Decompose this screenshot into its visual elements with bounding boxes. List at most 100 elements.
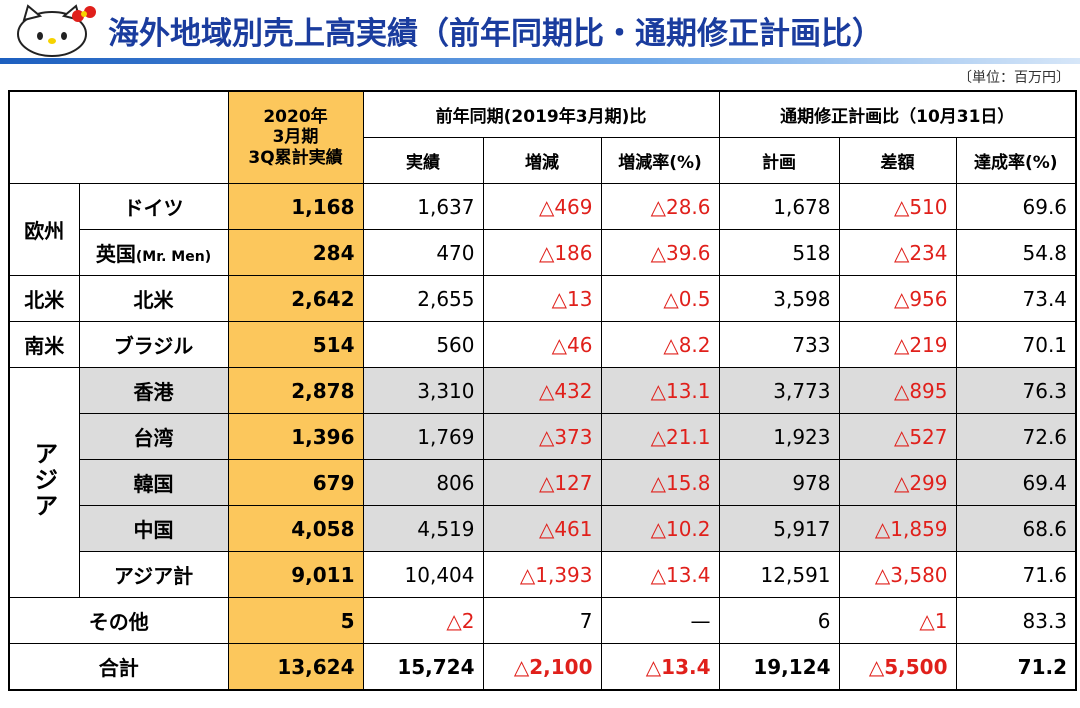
column-header: 達成率(%) xyxy=(955,137,1077,184)
value-cell: △13.1 xyxy=(600,367,720,414)
group-header: 前年同期(2019年3月期)比 xyxy=(362,90,720,138)
value-cell: △186 xyxy=(482,229,602,276)
value-cell: 560 xyxy=(362,321,484,368)
value-cell: 2,642 xyxy=(227,275,364,322)
value-cell: 6 xyxy=(718,597,840,644)
value-cell: 12,591 xyxy=(718,551,840,598)
unit-note: 〔単位：百万円〕 xyxy=(958,70,1070,86)
value-cell: △234 xyxy=(838,229,957,276)
value-cell: 679 xyxy=(227,459,364,506)
title: 海外地域別売上高実績（前年同期比・通期修正計画比） xyxy=(108,16,883,52)
value-cell: △2 xyxy=(362,597,484,644)
value-cell: — xyxy=(600,597,720,644)
value-cell: △46 xyxy=(482,321,602,368)
value-cell: 68.6 xyxy=(955,505,1077,552)
row-label: 合計 xyxy=(8,643,229,691)
value-cell: 13,624 xyxy=(227,643,364,691)
value-cell: 518 xyxy=(718,229,840,276)
data-row: アジア 香港 2,878 3,310 △432 △13.1 3,773 △895 76.3 xyxy=(8,367,1077,598)
value-cell: 2,655 xyxy=(362,275,484,322)
region-cell: 欧州 xyxy=(8,183,80,276)
value-cell: △3,580 xyxy=(838,551,957,598)
data-row: 中国 4,058 4,519 △461 △10.2 5,917 △1,859 68.6 xyxy=(9,505,1077,552)
value-cell: △219 xyxy=(838,321,957,368)
value-cell: △15.8 xyxy=(600,459,720,506)
country-name: 香港 xyxy=(133,380,174,404)
value-cell: 71.2 xyxy=(955,643,1077,691)
column-header: 差額 xyxy=(838,137,957,184)
value-cell: △469 xyxy=(482,183,602,230)
value-cell: 1,396 xyxy=(227,413,364,460)
value-cell: 4,519 xyxy=(362,505,484,552)
value-cell: 71.6 xyxy=(955,551,1077,598)
value-cell: △1,393 xyxy=(482,551,602,598)
row-label: 台湾 xyxy=(78,413,229,460)
region-label: 北米 xyxy=(24,288,65,312)
sales-table: 2020年 3月期 3Q累計実績 前年同期(2019年3月期)比 通期修正計画比（1… xyxy=(8,90,1078,691)
data-row: その他 5 △2 7—6 △1 83.3 xyxy=(8,597,1077,644)
value-cell: △510 xyxy=(838,183,957,230)
character-icon xyxy=(17,4,96,57)
corner-cell xyxy=(8,90,229,184)
value-cell: △461 xyxy=(482,505,602,552)
value-cell: 9,011 xyxy=(227,551,364,598)
value-cell: △13 xyxy=(482,275,602,322)
country-name: 北米 xyxy=(133,288,174,312)
value-cell: △0.5 xyxy=(600,275,720,322)
data-row: 台湾 1,396 1,769 △373 △21.1 1,923 △527 72.6 xyxy=(9,413,1077,460)
value-cell: 69.6 xyxy=(955,183,1077,230)
value-cell: 7 xyxy=(482,597,602,644)
value-cell: △39.6 xyxy=(600,229,720,276)
value-cell: 83.3 xyxy=(955,597,1077,644)
country-name: アジア計 xyxy=(113,564,194,588)
region-label: アジア xyxy=(29,441,58,519)
value-cell: 76.3 xyxy=(955,367,1077,414)
row-label: アジア計 xyxy=(78,551,229,598)
data-row: アジア計 9,011 10,404 △1,393 △13.4 12,591 △3,580 71… xyxy=(9,551,1077,598)
data-row: 韓国 679 806 △127 △15.8 978 △299 69.4 xyxy=(9,459,1077,506)
value-cell: △2,100 xyxy=(482,643,602,691)
value-cell: △432 xyxy=(482,367,602,414)
country-name: 英国 xyxy=(95,242,136,266)
value-cell: △13.4 xyxy=(600,643,720,691)
data-row: 南米 ブラジル 514 560 △46 △8.2 733 △219 70.1 xyxy=(8,321,1077,368)
value-cell: 978 xyxy=(718,459,840,506)
data-row: 合計 13,624 15,724 △2,100 △13.4 19,124 △5,500 71.… xyxy=(8,643,1077,691)
country-name: 中国 xyxy=(133,518,174,542)
region-cell: 北米 xyxy=(8,275,80,322)
value-cell: 1,678 xyxy=(718,183,840,230)
column-header: 増減率(%) xyxy=(600,137,720,184)
value-cell: 72.6 xyxy=(955,413,1077,460)
row-label: ブラジル xyxy=(78,321,229,368)
value-cell: △956 xyxy=(838,275,957,322)
value-cell: 470 xyxy=(362,229,484,276)
value-cell: 70.1 xyxy=(955,321,1077,368)
value-cell: 1,637 xyxy=(362,183,484,230)
region-label: 欧州 xyxy=(24,219,65,243)
row-label: 北米 xyxy=(78,275,229,322)
country-name: ドイツ xyxy=(123,196,184,220)
value-cell: 73.4 xyxy=(955,275,1077,322)
data-row: 北米 北米 2,642 2,655 △13 △0.5 3,598 △956 73.4 xyxy=(8,275,1077,322)
value-cell: 284 xyxy=(227,229,364,276)
value-cell: 3,598 xyxy=(718,275,840,322)
country-name: 韓国 xyxy=(133,472,174,496)
value-cell: △527 xyxy=(838,413,957,460)
value-cell: 15,724 xyxy=(362,643,484,691)
value-cell: △5,500 xyxy=(838,643,957,691)
value-cell: △8.2 xyxy=(600,321,720,368)
column-header: 計画 xyxy=(718,137,840,184)
country-note: (Mr. Men) xyxy=(135,249,212,265)
column-header: 増減 xyxy=(482,137,602,184)
value-cell: △299 xyxy=(838,459,957,506)
value-cell: 19,124 xyxy=(718,643,840,691)
country-name: 台湾 xyxy=(133,426,174,450)
value-cell: △13.4 xyxy=(600,551,720,598)
value-cell: △10.2 xyxy=(600,505,720,552)
value-cell: 806 xyxy=(362,459,484,506)
current-header: 2020年 3月期 3Q累計実績 xyxy=(227,90,364,184)
value-cell: 733 xyxy=(718,321,840,368)
value-cell: 2,878 xyxy=(227,367,364,414)
value-cell: 1,168 xyxy=(227,183,364,230)
